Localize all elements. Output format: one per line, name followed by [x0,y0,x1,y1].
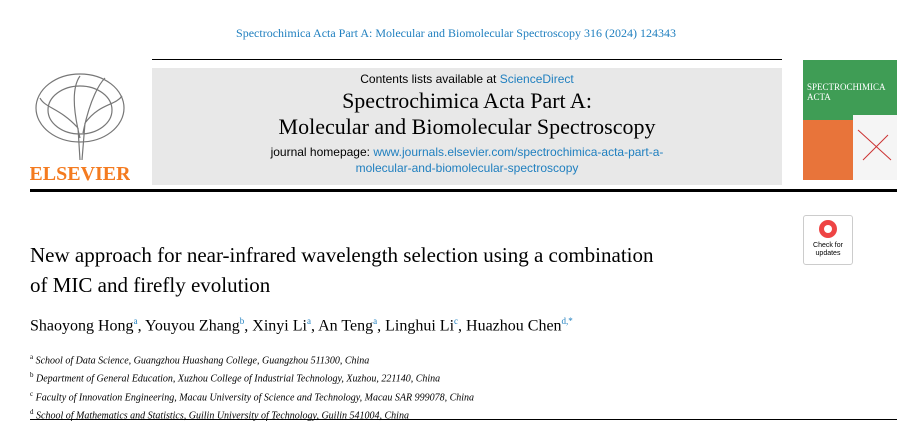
affiliation-text: Department of General Education, Xuzhou … [36,373,441,385]
affiliation-sup: a [30,353,34,361]
journal-ref[interactable]: Spectrochimica Acta Part A: Molecular an… [236,26,676,40]
author-sup: a [306,316,311,326]
affiliation-text: School of Data Science, Guangzhou Huasha… [35,355,370,367]
affiliation: a School of Data Science, Guangzhou Huas… [30,350,474,368]
cover-title: SPECTROCHIMICA [807,82,886,92]
affiliations: a School of Data Science, Guangzhou Huas… [30,350,474,423]
check-text: updates [815,250,841,257]
author-sup: b [239,316,245,326]
check-text: Check for [813,242,843,249]
author-name: Youyou Zhang [144,317,240,335]
author-sup: a [133,316,138,326]
journal-title: Spectrochimica Acta Part A: Molecular and… [152,88,782,140]
journal-title-line: Spectrochimica Acta Part A: [342,88,592,113]
author-separator: , [458,317,463,335]
title-line: of MIC and firefly evolution [30,273,271,297]
article-title: New approach for near-infrared wavelengt… [30,240,654,300]
author-sup: c [454,316,459,326]
author-name: Huazhou Chen [466,317,562,335]
contents-line: Contents lists available at ScienceDirec… [152,72,782,86]
homepage: journal homepage: www.journals.elsevier.… [152,144,782,176]
affiliation: b Department of General Education, Xuzho… [30,368,474,386]
author-name: Shaoyong Hong [30,317,134,335]
check-updates[interactable]: Check for updates [803,215,853,265]
homepage-url[interactable]: www.journals.elsevier.com/spectrochimica… [373,145,664,159]
author-separator: , [310,317,315,335]
author-name: Xinyi Li [252,317,307,335]
affiliation-text: Faculty of Innovation Engineering, Macau… [35,391,475,403]
affiliation: c Faculty of Innovation Engineering, Mac… [30,387,474,405]
rule [152,59,782,60]
journal-cover: SPECTROCHIMICA ACTA [803,60,897,180]
journal-title-line: Molecular and Biomolecular Spectroscopy [278,114,656,139]
affiliation: d School of Mathematics and Statistics, … [30,405,474,423]
author-separator: , [244,317,249,335]
journal-box: Contents lists available at ScienceDirec… [152,68,782,185]
affiliation-sup: b [30,371,34,380]
rule [30,419,897,420]
contents-link[interactable]: ScienceDirect [499,72,574,86]
publisher-logo: ELSEVIER [30,73,130,185]
check-icon [819,220,837,238]
cover-title: ACTA [807,92,831,102]
affiliation-sup: d [30,407,34,416]
author-sup: d,* [561,316,573,326]
author-separator: , [377,317,382,335]
publisher-name: ELSEVIER [30,163,130,185]
affiliation-text: School of Mathematics and Statistics, Gu… [36,410,409,422]
author-name: An Teng [318,317,374,335]
title-line: New approach for near-infrared wavelengt… [30,243,654,267]
author-name: Linghui Li [385,317,455,335]
affiliation-sup: c [30,389,34,398]
author-sup: a [373,316,378,326]
homepage-url[interactable]: molecular-and-biomolecular-spectroscopy [355,161,579,175]
authors: Shaoyong Honga, Youyou Zhangb, Xinyi Lia… [30,316,573,335]
homepage-label: journal homepage: [270,145,370,159]
author-separator: , [137,317,142,335]
contents-prefix: Contents lists available at [360,72,497,86]
rule [30,189,897,192]
